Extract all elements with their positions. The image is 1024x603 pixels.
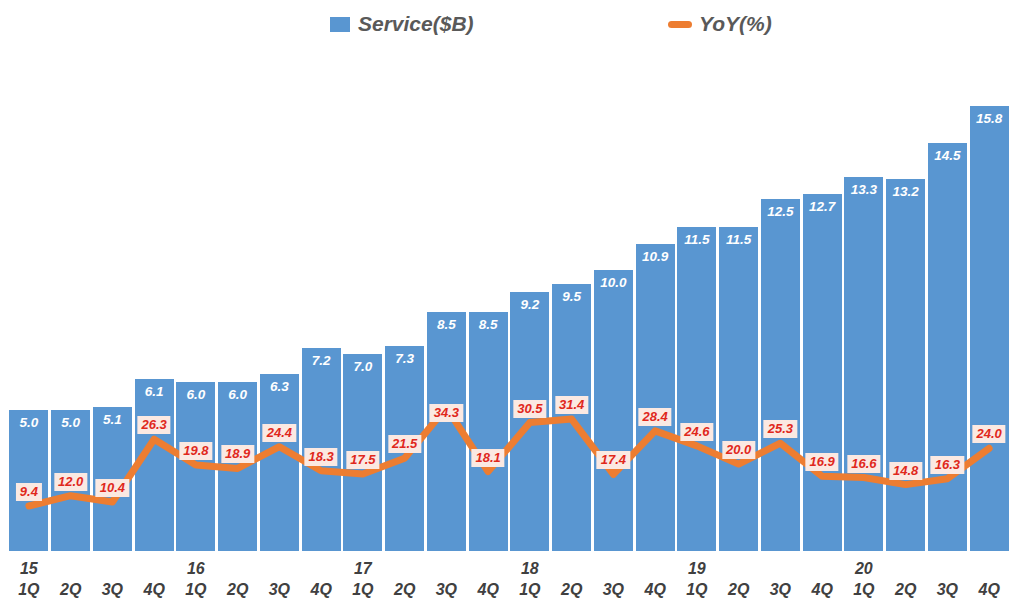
- x-axis-quarter-label: 1Q: [509, 581, 551, 599]
- yoy-value-label: 25.3: [764, 420, 797, 438]
- x-axis-quarter-label: 2Q: [384, 581, 426, 599]
- yoy-line: [0, 0, 1024, 603]
- x-axis-quarter-label: 3Q: [593, 581, 635, 599]
- x-axis-quarter-label: 3Q: [259, 581, 301, 599]
- yoy-value-label: 9.4: [16, 483, 42, 501]
- yoy-value-label: 26.3: [137, 416, 170, 434]
- yoy-value-label: 18.9: [221, 445, 254, 463]
- yoy-value-label: 10.4: [96, 479, 129, 497]
- yoy-value-label: 24.6: [680, 423, 713, 441]
- x-axis-quarter-label: 4Q: [300, 581, 342, 599]
- x-axis-quarter-label: 3Q: [760, 581, 802, 599]
- yoy-value-label: 17.5: [346, 451, 379, 469]
- yoy-value-label: 31.4: [555, 396, 588, 414]
- x-axis-quarter-label: 4Q: [801, 581, 843, 599]
- x-axis-quarter-label: 1Q: [175, 581, 217, 599]
- yoy-value-label: 16.9: [805, 453, 838, 471]
- yoy-value-label: 16.3: [931, 456, 964, 474]
- yoy-value-label: 24.4: [263, 424, 296, 442]
- yoy-value-label: 12.0: [54, 473, 87, 491]
- yoy-value-label: 14.8: [889, 462, 922, 480]
- x-axis-quarter-label: 2Q: [551, 581, 593, 599]
- x-axis-year-label: 15: [8, 560, 50, 578]
- yoy-value-label: 17.4: [597, 451, 630, 469]
- x-axis-year-label: 17: [342, 560, 384, 578]
- x-axis-year-label: 18: [509, 560, 551, 578]
- service-revenue-chart: Service($B) YoY(%) 5.05.05.16.16.06.06.3…: [0, 0, 1024, 603]
- yoy-value-label: 21.5: [388, 435, 421, 453]
- x-axis-quarter-label: 3Q: [426, 581, 468, 599]
- yoy-value-label: 30.5: [513, 400, 546, 418]
- x-axis-year-label: 16: [175, 560, 217, 578]
- x-axis-quarter-label: 4Q: [133, 581, 175, 599]
- x-axis-year-label: 19: [676, 560, 718, 578]
- x-axis-quarter-label: 3Q: [92, 581, 134, 599]
- x-axis-quarter-label: 4Q: [634, 581, 676, 599]
- yoy-value-label: 20.0: [722, 441, 755, 459]
- x-axis-year-label: 20: [843, 560, 885, 578]
- yoy-value-label: 16.6: [847, 455, 880, 473]
- x-axis-quarter-label: 2Q: [885, 581, 927, 599]
- yoy-value-label: 18.1: [471, 449, 504, 467]
- x-axis-quarter-label: 4Q: [467, 581, 509, 599]
- x-axis-quarter-label: 2Q: [50, 581, 92, 599]
- x-axis-quarter-label: 4Q: [968, 581, 1010, 599]
- x-axis-quarter-label: 1Q: [843, 581, 885, 599]
- x-axis-quarter-label: 3Q: [927, 581, 969, 599]
- yoy-value-label: 19.8: [179, 442, 212, 460]
- x-axis-quarter-label: 2Q: [718, 581, 760, 599]
- yoy-value-label: 24.0: [972, 425, 1005, 443]
- x-axis-quarter-label: 1Q: [342, 581, 384, 599]
- yoy-value-label: 34.3: [430, 404, 463, 422]
- x-axis-quarter-label: 2Q: [217, 581, 259, 599]
- yoy-value-label: 28.4: [638, 408, 671, 426]
- x-axis-quarter-label: 1Q: [676, 581, 718, 599]
- yoy-value-label: 18.3: [304, 448, 337, 466]
- x-axis-quarter-label: 1Q: [8, 581, 50, 599]
